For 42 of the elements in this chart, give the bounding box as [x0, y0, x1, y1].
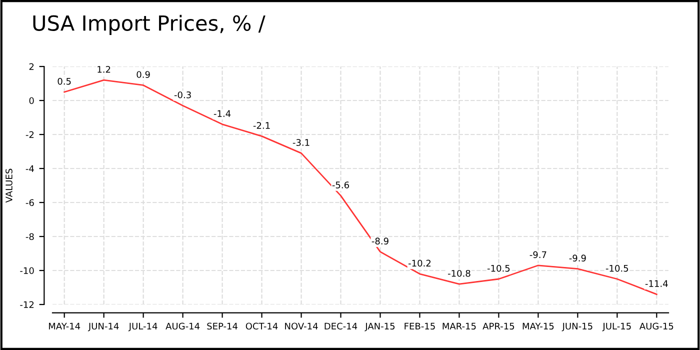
data-label: -8.9: [372, 238, 388, 244]
x-tick-label: MAR-15: [442, 322, 476, 330]
x-tick-label: SEP-14: [207, 322, 238, 330]
x-tick-label: JUL-15: [602, 322, 631, 332]
x-tick-label: DEC-14: [324, 322, 358, 330]
x-tick-label: OCT-14: [246, 322, 278, 330]
y-tick-label: -6: [26, 199, 34, 206]
data-label: -9.9: [569, 254, 586, 262]
x-tick-label: NOV-14: [285, 322, 318, 330]
x-tick-label: JAN-15: [364, 322, 395, 332]
chart-title: USA Import Prices, % /: [33, 14, 266, 35]
x-tick-label: JUN-15: [562, 322, 592, 332]
data-label: 1.2: [98, 66, 110, 73]
x-tick-label: JUN-14: [88, 322, 119, 332]
y-tick-label: -4: [26, 165, 34, 172]
x-tick-label: JUL-14: [128, 322, 158, 332]
y-axis-title: VALUES: [6, 168, 12, 203]
x-tick-label: APR-15: [482, 322, 514, 330]
data-label: -10.2: [408, 260, 431, 267]
data-label: -2.1: [253, 122, 270, 129]
y-tick-label: 0: [29, 97, 34, 104]
data-label: -1.4: [214, 110, 231, 117]
x-tick-label: MAY-15: [522, 322, 554, 330]
data-label: -9.7: [530, 251, 546, 258]
x-tick-label: MAY-14: [49, 322, 80, 330]
data-label: -10.5: [606, 264, 628, 272]
y-tick-label: -10: [20, 267, 34, 274]
x-tick-label: AUG-14: [166, 322, 200, 330]
data-label: -3.1: [292, 139, 310, 146]
data-label: -0.3: [174, 91, 191, 98]
data-label: 0.9: [136, 71, 150, 78]
data-label: 0.5: [58, 78, 71, 85]
y-tick-label: 2: [29, 63, 34, 70]
data-label: -11.4: [645, 280, 668, 287]
y-tick-label: -12: [20, 301, 34, 308]
data-label: -5.6: [332, 182, 349, 188]
y-tick-label: -8: [26, 233, 34, 240]
data-label: -10.8: [448, 270, 470, 277]
x-tick-label: FEB-15: [404, 322, 435, 330]
y-tick-label: -2: [26, 131, 34, 138]
data-label: -10.5: [487, 264, 510, 272]
x-tick-label: AUG-15: [639, 322, 674, 330]
